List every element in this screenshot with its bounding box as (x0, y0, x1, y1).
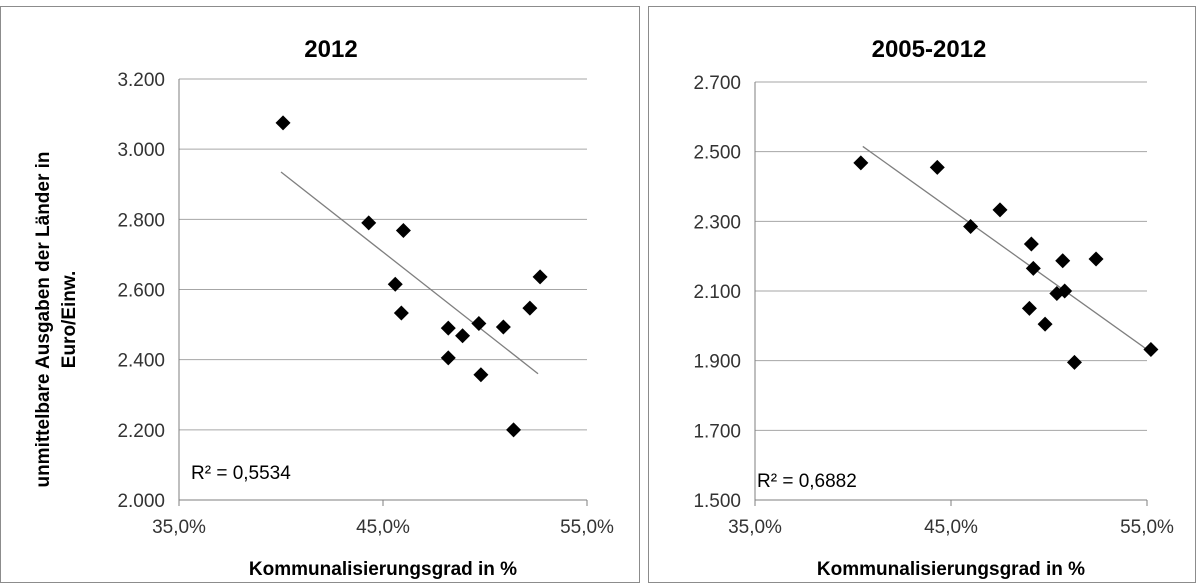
x-tick-label: 55,0% (1120, 517, 1174, 538)
y-tick-label: 2.500 (693, 143, 741, 164)
y-axis-title-line: unmittelbare Ausgaben der Länder in (33, 151, 54, 487)
data-point (532, 269, 548, 285)
scatter-chart-2012: 2012 2.000 2.200 2.400 2.600 2.800 3.000 3.200 3… (33, 36, 614, 580)
data-point (1057, 283, 1073, 299)
r-squared-label: R² = 0,5534 (191, 463, 291, 484)
data-point (1025, 260, 1041, 276)
y-axis-title-line: Euro/Einw. (59, 271, 80, 368)
y-tick-label: 2.700 (693, 73, 741, 94)
y-tick-label: 1.700 (693, 421, 741, 442)
x-axis-title: Kommunalisierungsgrad in % (249, 559, 517, 580)
y-tick-label: 2.100 (693, 282, 741, 303)
data-point (455, 328, 471, 344)
x-axis-title: Kommunalisierungsgrad in % (817, 559, 1085, 580)
x-tick-label: 45,0% (356, 517, 410, 538)
data-point (495, 319, 511, 335)
r-squared-label: R² = 0,6882 (757, 471, 857, 492)
data-point (1143, 342, 1159, 358)
chart-panel-2012: 2012 2.000 2.200 2.400 2.600 2.800 3.000 3.200 3… (0, 6, 640, 583)
y-tick-label: 2.600 (117, 281, 165, 302)
data-point (963, 219, 979, 235)
data-point (506, 422, 522, 438)
y-tick-label: 2.400 (117, 351, 165, 372)
data-point (393, 305, 409, 321)
data-point (1066, 354, 1082, 370)
chart-panel-2005-2012: 2005-2012 1.500 1.700 1.900 2.100 2.300 2.500 2… (648, 6, 1196, 583)
data-point (440, 320, 456, 336)
x-tick-label: 35,0% (152, 517, 206, 538)
y-axis-title: unmittelbare Ausgaben der Länder in Euro/… (33, 151, 80, 487)
scatter-chart-2005-2012: 2005-2012 1.500 1.700 1.900 2.100 2.300 2.500 2… (693, 36, 1174, 580)
data-point (387, 276, 403, 292)
x-tick-label: 35,0% (728, 517, 782, 538)
y-tick-label: 2.200 (117, 421, 165, 442)
x-tick-label: 55,0% (560, 517, 614, 538)
y-tick-label: 3.200 (117, 70, 165, 91)
data-point (1037, 316, 1053, 332)
data-point (471, 316, 487, 332)
data-point (1021, 300, 1037, 316)
data-point (1055, 253, 1071, 269)
y-tick-label: 2.300 (693, 212, 741, 233)
y-tick-label: 1.900 (693, 352, 741, 373)
data-point (473, 367, 489, 383)
y-tick-label: 2.800 (117, 210, 165, 231)
data-point (275, 115, 291, 131)
chart-title: 2005-2012 (872, 36, 987, 63)
chart-title: 2012 (304, 36, 357, 63)
y-tick-label: 3.000 (117, 140, 165, 161)
data-point (361, 215, 377, 231)
data-point (1023, 236, 1039, 252)
y-tick-label: 1.500 (693, 491, 741, 512)
data-point (992, 202, 1008, 218)
data-point (440, 350, 456, 366)
data-point (853, 155, 869, 171)
data-point (929, 159, 945, 175)
data-point (522, 300, 538, 316)
data-point (1088, 251, 1104, 267)
trendline (280, 171, 539, 375)
data-point (395, 223, 411, 239)
y-tick-label: 2.000 (117, 491, 165, 512)
trendline (862, 145, 1154, 355)
x-tick-label: 45,0% (924, 517, 978, 538)
